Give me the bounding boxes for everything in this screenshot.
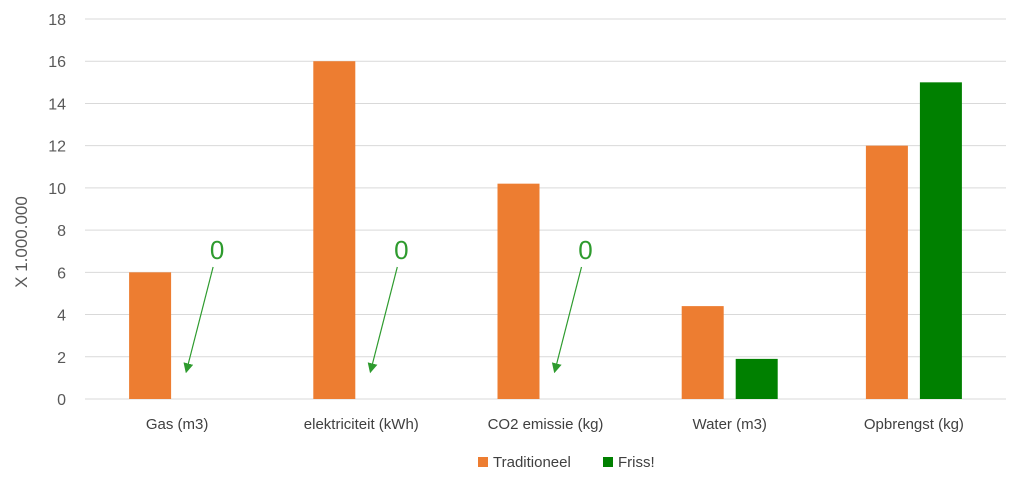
legend-label-friss: Friss! xyxy=(618,454,655,471)
gridlines xyxy=(85,18,1006,400)
bar-traditioneel-0 xyxy=(129,272,172,399)
y-tick-label: 16 xyxy=(48,54,66,71)
bar-traditioneel-4 xyxy=(865,145,908,399)
x-category-label: elektriciteit (kWh) xyxy=(304,416,419,433)
bar-friss-4 xyxy=(919,82,962,399)
legend-label-traditioneel: Traditioneel xyxy=(493,454,571,471)
y-tick-label: 14 xyxy=(48,96,66,113)
bar-traditioneel-3 xyxy=(681,306,724,399)
y-tick-label: 0 xyxy=(57,392,66,409)
bar-traditioneel-2 xyxy=(497,183,540,399)
x-category-label: Opbrengst (kg) xyxy=(864,416,964,433)
annotation-zero-label: 0 xyxy=(210,235,224,265)
x-category-label: CO2 emissie (kg) xyxy=(488,416,604,433)
bar-friss-3 xyxy=(735,358,778,399)
y-tick-label: 6 xyxy=(57,265,66,282)
legend: Traditioneel Friss! xyxy=(478,454,655,471)
annotation-zero-label: 0 xyxy=(394,235,408,265)
bar-traditioneel-1 xyxy=(313,61,356,399)
bars xyxy=(129,61,962,399)
y-axis-title: X 1.000.000 xyxy=(12,196,31,288)
y-tick-label: 4 xyxy=(57,308,66,325)
y-tick-label: 8 xyxy=(57,223,66,240)
legend-swatch-traditioneel xyxy=(478,457,488,467)
x-axis-categories: Gas (m3) elektriciteit (kWh) CO2 emissie (… xyxy=(146,416,964,433)
x-category-label: Water (m3) xyxy=(692,416,766,433)
y-tick-label: 10 xyxy=(48,181,66,198)
annotations: 0 0 0 xyxy=(183,235,593,374)
y-tick-label: 2 xyxy=(57,350,66,367)
annotation-arrow xyxy=(367,266,398,374)
y-axis-ticks: 0 2 4 6 8 10 12 14 16 18 xyxy=(48,12,66,409)
legend-swatch-friss xyxy=(603,457,613,467)
annotation-arrow xyxy=(183,266,214,374)
annotation-arrow xyxy=(551,266,583,374)
x-category-label: Gas (m3) xyxy=(146,416,209,433)
y-tick-label: 18 xyxy=(48,12,66,29)
y-tick-label: 12 xyxy=(48,139,66,156)
annotation-zero-label: 0 xyxy=(578,235,592,265)
